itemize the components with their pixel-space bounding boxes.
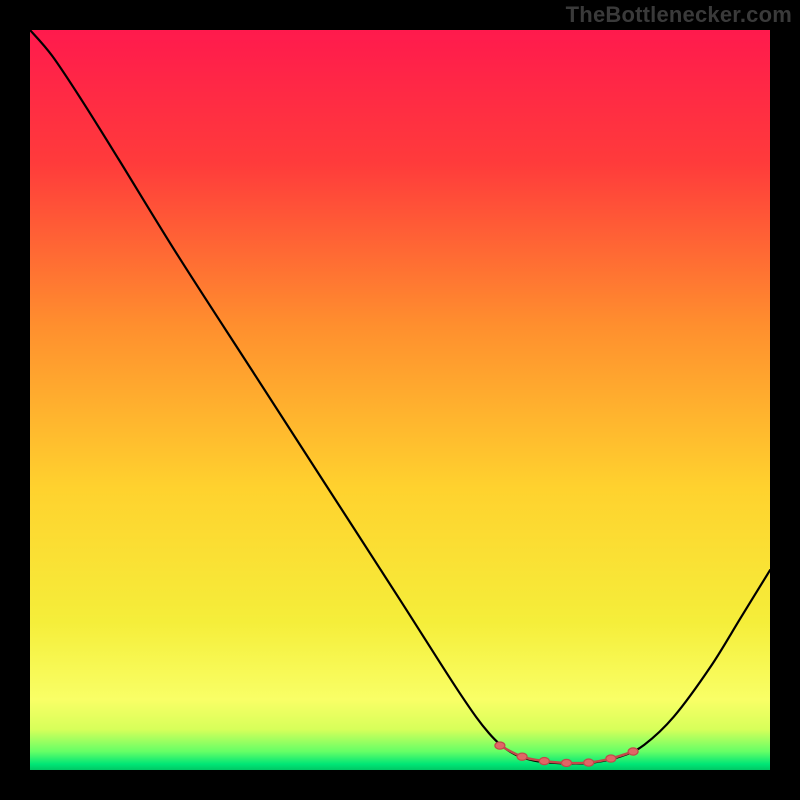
- plot-area: [30, 30, 770, 770]
- trough-marker: [495, 742, 505, 749]
- gradient-background: [30, 30, 770, 770]
- trough-marker: [562, 759, 572, 766]
- chart-svg: [30, 30, 770, 770]
- trough-marker: [539, 758, 549, 765]
- figure-root: TheBottlenecker.com: [0, 0, 800, 800]
- trough-marker: [606, 755, 616, 762]
- watermark-text: TheBottlenecker.com: [566, 2, 792, 28]
- trough-marker: [584, 759, 594, 766]
- trough-marker: [517, 753, 527, 760]
- trough-marker: [628, 748, 638, 755]
